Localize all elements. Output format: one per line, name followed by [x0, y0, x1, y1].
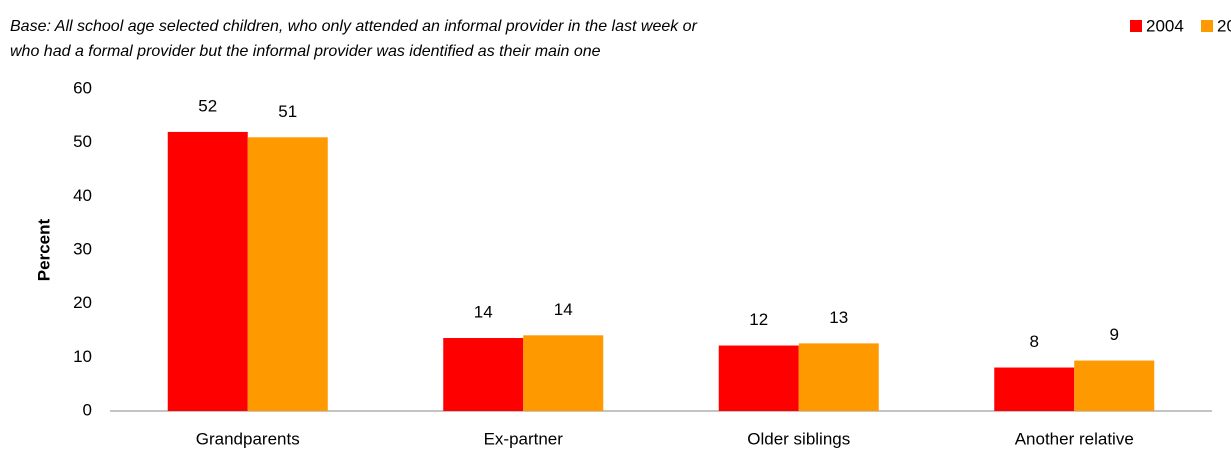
x-tick-label: Ex-partner	[484, 429, 564, 448]
note-line: who had a formal provider but the inform…	[10, 43, 601, 60]
bar	[167, 131, 248, 411]
bar	[994, 367, 1075, 411]
legend-label: 2004	[1146, 16, 1184, 35]
note-line: Base: All school age selected children, …	[10, 18, 698, 35]
bar	[1074, 360, 1155, 411]
bar	[443, 338, 524, 411]
data-label: 13	[829, 308, 848, 327]
bar	[798, 343, 879, 411]
y-tick-label: 0	[83, 400, 92, 419]
y-axis-label: Percent	[34, 218, 53, 281]
legend-swatch	[1130, 20, 1142, 32]
y-tick-label: 20	[73, 293, 92, 312]
y-tick-label: 50	[73, 132, 92, 151]
x-tick-label: Grandparents	[196, 429, 300, 448]
data-label: 9	[1110, 325, 1119, 344]
y-tick-label: 40	[73, 186, 92, 205]
y-tick-label: 60	[73, 78, 92, 97]
bar	[247, 137, 328, 412]
bar	[718, 345, 799, 411]
x-tick-label: Another relative	[1015, 429, 1134, 448]
data-label: 52	[198, 96, 217, 115]
data-label: 51	[278, 102, 297, 121]
data-label: 8	[1030, 332, 1039, 351]
y-tick-label: 10	[73, 347, 92, 366]
data-label: 14	[474, 302, 493, 321]
data-label: 14	[554, 300, 573, 319]
legend-label: 2007	[1217, 16, 1231, 35]
data-label: 12	[749, 310, 768, 329]
legend-swatch	[1201, 20, 1213, 32]
bar	[523, 335, 604, 411]
y-tick-label: 30	[73, 239, 92, 258]
x-tick-label: Older siblings	[747, 429, 850, 448]
